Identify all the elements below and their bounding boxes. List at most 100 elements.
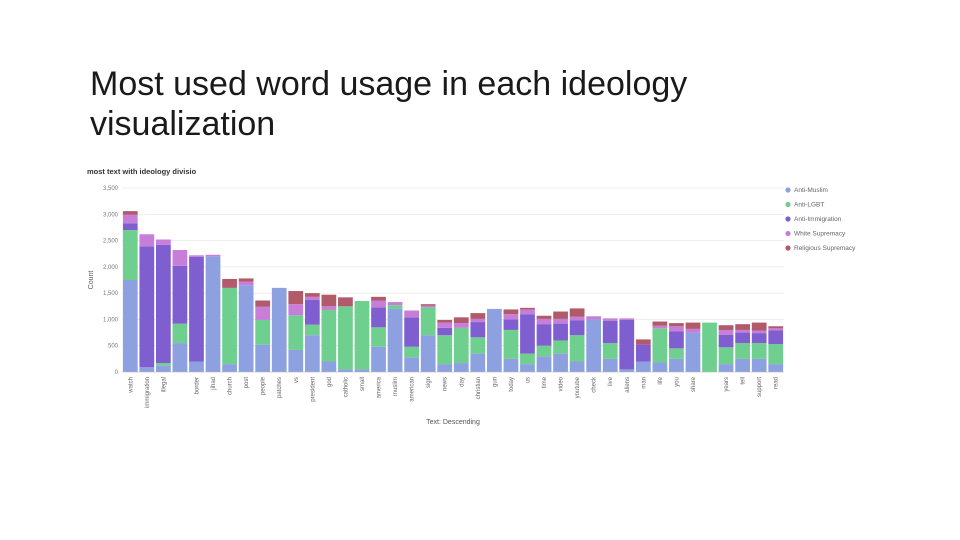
- bar-segment[interactable]: [172, 265, 188, 324]
- bar-segment[interactable]: [470, 337, 486, 354]
- bar-segment[interactable]: [503, 314, 519, 320]
- bar-segment[interactable]: [685, 328, 701, 333]
- bar-segment[interactable]: [437, 319, 453, 323]
- bar-segment[interactable]: [602, 343, 618, 359]
- legend-label[interactable]: Anti-Muslim: [794, 187, 828, 194]
- bar-segment[interactable]: [635, 344, 651, 362]
- bar-segment[interactable]: [751, 322, 767, 331]
- bar-segment[interactable]: [768, 328, 784, 331]
- bar-segment[interactable]: [652, 325, 668, 329]
- bar-segment[interactable]: [652, 321, 668, 326]
- bar-segment[interactable]: [156, 244, 171, 364]
- bar-segment[interactable]: [122, 280, 138, 372]
- bar-segment[interactable]: [520, 307, 535, 310]
- bar-segment[interactable]: [139, 234, 155, 247]
- bar-segment[interactable]: [271, 287, 287, 372]
- bar-segment[interactable]: [304, 324, 320, 336]
- bar-segment[interactable]: [503, 329, 519, 359]
- bar-segment[interactable]: [718, 364, 734, 372]
- bar-segment[interactable]: [404, 317, 419, 347]
- bar-segment[interactable]: [735, 343, 750, 359]
- bar-segment[interactable]: [487, 308, 502, 372]
- bar-segment[interactable]: [371, 327, 386, 347]
- bar-segment[interactable]: [156, 239, 171, 245]
- bar-segment[interactable]: [371, 307, 386, 328]
- legend-label[interactable]: White Supremacy: [794, 231, 846, 238]
- bar-segment[interactable]: [255, 344, 271, 372]
- bar-segment[interactable]: [453, 363, 469, 372]
- bar-segment[interactable]: [569, 361, 585, 372]
- bar-segment[interactable]: [321, 294, 337, 307]
- bar-segment[interactable]: [321, 309, 337, 362]
- bar-segment[interactable]: [735, 358, 750, 372]
- bar-segment[interactable]: [635, 339, 651, 345]
- bar-segment[interactable]: [602, 321, 618, 344]
- bar-segment[interactable]: [420, 335, 436, 372]
- bar-segment[interactable]: [669, 323, 684, 327]
- bar-segment[interactable]: [255, 300, 271, 307]
- legend-swatch[interactable]: [785, 187, 791, 193]
- bar-segment[interactable]: [404, 357, 419, 372]
- bar-segment[interactable]: [652, 362, 668, 372]
- bar-segment[interactable]: [470, 313, 486, 319]
- bar-segment[interactable]: [371, 300, 386, 308]
- bar-segment[interactable]: [420, 307, 436, 336]
- bar-segment[interactable]: [553, 353, 568, 372]
- bar-segment[interactable]: [172, 343, 188, 372]
- bar-segment[interactable]: [122, 223, 138, 231]
- bar-segment[interactable]: [669, 358, 684, 372]
- bar-segment[interactable]: [569, 316, 585, 321]
- bar-segment[interactable]: [437, 327, 453, 336]
- bar-segment[interactable]: [404, 346, 419, 358]
- bar-segment[interactable]: [520, 314, 535, 354]
- bar-segment[interactable]: [205, 254, 221, 257]
- bar-segment[interactable]: [718, 329, 734, 335]
- bar-segment[interactable]: [586, 319, 602, 372]
- bar-segment[interactable]: [338, 369, 353, 372]
- bar-segment[interactable]: [586, 316, 602, 320]
- bar-segment[interactable]: [669, 331, 684, 349]
- bar-segment[interactable]: [536, 324, 552, 346]
- bar-segment[interactable]: [602, 358, 618, 372]
- bar-segment[interactable]: [470, 322, 486, 338]
- bar-segment[interactable]: [420, 305, 436, 308]
- bar-segment[interactable]: [536, 345, 552, 357]
- bar-segment[interactable]: [222, 364, 237, 372]
- bar-segment[interactable]: [536, 315, 552, 319]
- bar-segment[interactable]: [172, 323, 188, 344]
- bar-segment[interactable]: [685, 332, 701, 372]
- legend-label[interactable]: Anti-LGBT: [794, 202, 824, 209]
- bar-segment[interactable]: [669, 326, 684, 332]
- bar-segment[interactable]: [520, 364, 535, 372]
- bar-segment[interactable]: [371, 296, 386, 301]
- bar-segment[interactable]: [553, 340, 568, 354]
- bar-segment[interactable]: [536, 318, 552, 325]
- bar-segment[interactable]: [189, 255, 204, 257]
- legend-swatch[interactable]: [785, 245, 791, 251]
- bar-segment[interactable]: [304, 296, 320, 300]
- bar-segment[interactable]: [453, 323, 469, 328]
- bar-segment[interactable]: [189, 361, 204, 372]
- bar-segment[interactable]: [503, 358, 519, 372]
- bar-segment[interactable]: [619, 369, 635, 372]
- bar-segment[interactable]: [602, 318, 618, 322]
- bar-segment[interactable]: [420, 304, 436, 306]
- legend-swatch[interactable]: [785, 230, 791, 237]
- bar-segment[interactable]: [338, 306, 353, 370]
- bar-segment[interactable]: [304, 299, 320, 325]
- bar-segment[interactable]: [387, 302, 403, 306]
- bar-segment[interactable]: [288, 315, 304, 350]
- bar-segment[interactable]: [288, 304, 304, 316]
- bar-segment[interactable]: [619, 319, 635, 370]
- bar-segment[interactable]: [569, 320, 585, 336]
- bar-segment[interactable]: [139, 246, 155, 368]
- bar-segment[interactable]: [371, 346, 386, 372]
- bar-segment[interactable]: [304, 293, 320, 297]
- legend-label[interactable]: Religious Supremacy: [794, 245, 856, 252]
- bar-segment[interactable]: [288, 349, 304, 372]
- bar-segment[interactable]: [718, 334, 734, 348]
- bar-segment[interactable]: [768, 330, 784, 345]
- bar-segment[interactable]: [503, 309, 519, 315]
- bar-segment[interactable]: [387, 308, 403, 372]
- bar-segment[interactable]: [735, 324, 750, 330]
